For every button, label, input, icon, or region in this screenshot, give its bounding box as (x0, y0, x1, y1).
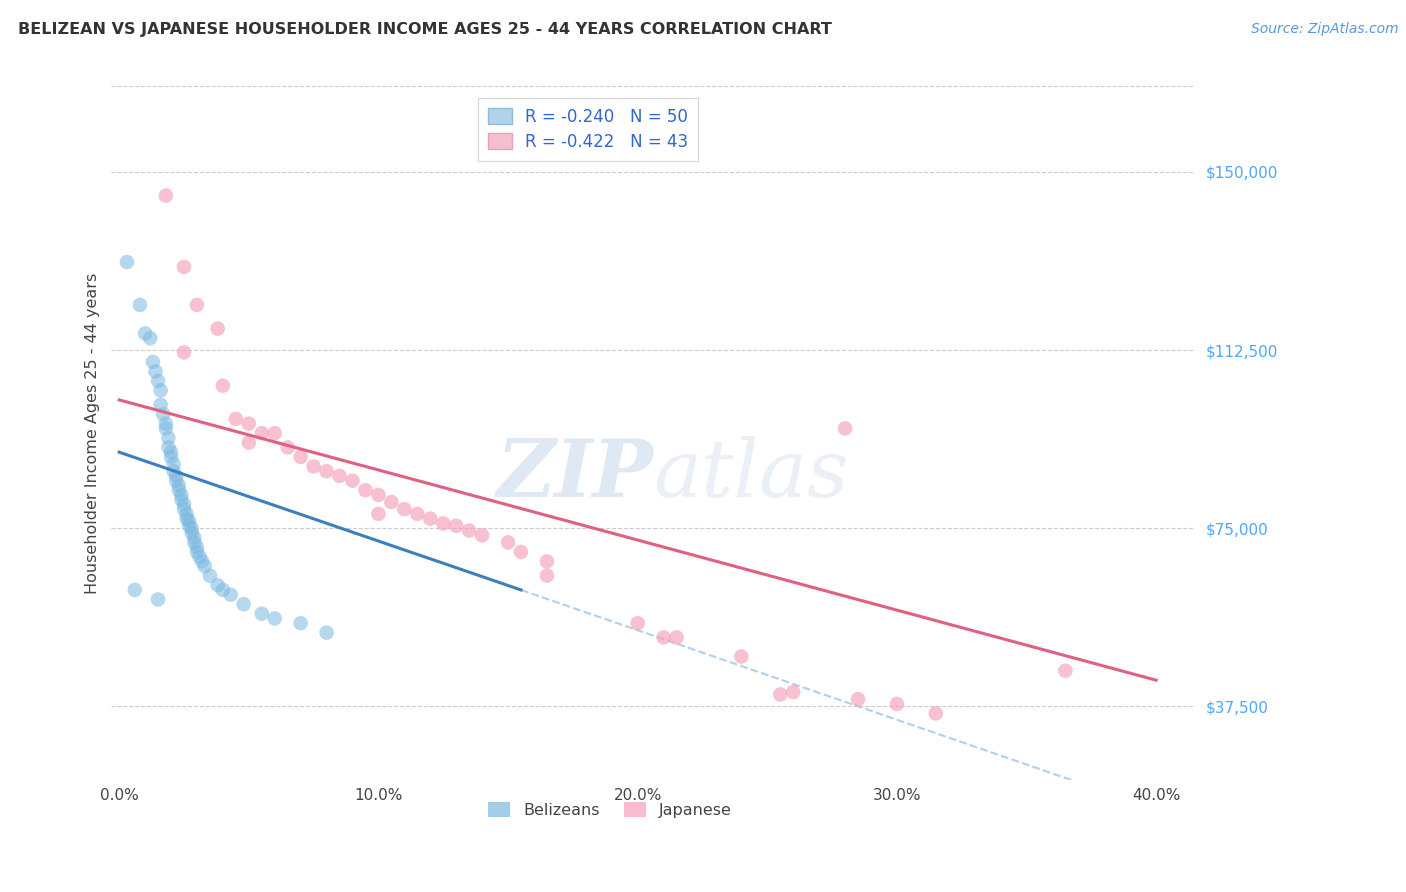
Point (165, 474, 187, 488)
Point (173, 497, 195, 511)
Point (394, 502, 416, 516)
Point (134, 326, 156, 341)
Point (183, 535, 205, 549)
Point (225, 412, 247, 426)
Point (627, 616, 650, 631)
Point (250, 607, 273, 621)
Point (165, 469, 187, 483)
Point (167, 483, 190, 498)
Point (536, 554, 558, 568)
Point (315, 625, 337, 640)
Point (730, 649, 752, 664)
Point (162, 457, 184, 471)
Point (179, 518, 201, 533)
Text: ZIP: ZIP (496, 436, 654, 514)
Point (188, 549, 211, 564)
Point (238, 417, 260, 431)
Point (183, 531, 205, 545)
Point (180, 525, 202, 540)
Text: BELIZEAN VS JAPANESE HOUSEHOLDER INCOME AGES 25 - 44 YEARS CORRELATION CHART: BELIZEAN VS JAPANESE HOUSEHOLDER INCOME … (18, 22, 832, 37)
Point (238, 435, 260, 450)
Point (160, 445, 183, 459)
Point (419, 511, 441, 525)
Point (277, 441, 299, 455)
Point (167, 478, 190, 492)
Point (176, 507, 198, 521)
Point (652, 631, 675, 645)
Point (367, 507, 389, 521)
Point (157, 441, 180, 455)
Point (219, 588, 242, 602)
Point (510, 545, 533, 559)
Point (444, 518, 467, 533)
Point (146, 374, 169, 388)
Point (173, 260, 195, 274)
Point (834, 421, 856, 435)
Point (186, 545, 208, 559)
Point (155, 421, 177, 435)
Point (263, 611, 285, 625)
Point (925, 706, 948, 721)
Point (432, 516, 454, 531)
Point (886, 697, 908, 711)
Point (129, 298, 152, 312)
Point (782, 685, 804, 699)
Point (458, 524, 481, 538)
Point (536, 568, 558, 582)
Point (207, 321, 229, 335)
Point (212, 582, 235, 597)
Point (380, 495, 402, 509)
Point (155, 417, 177, 431)
Point (179, 514, 201, 528)
Point (207, 578, 229, 592)
Point (160, 450, 183, 464)
Point (186, 298, 208, 312)
Point (170, 492, 193, 507)
Point (157, 431, 180, 445)
Point (198, 568, 221, 582)
Point (162, 464, 184, 478)
Point (194, 559, 217, 574)
Point (315, 464, 337, 478)
Point (496, 535, 519, 549)
Point (354, 483, 377, 498)
Point (367, 488, 389, 502)
Point (170, 488, 193, 502)
Point (302, 459, 325, 474)
Point (250, 426, 273, 441)
Point (145, 364, 167, 378)
Point (149, 398, 172, 412)
Point (176, 511, 198, 525)
Point (846, 692, 869, 706)
Legend: Belizeans, Japanese: Belizeans, Japanese (482, 795, 738, 824)
Text: atlas: atlas (654, 436, 849, 514)
Point (139, 331, 162, 345)
Point (290, 450, 312, 464)
Point (186, 540, 208, 554)
Point (180, 521, 202, 535)
Point (149, 384, 172, 398)
Point (124, 582, 146, 597)
Point (173, 345, 195, 359)
Point (212, 378, 235, 392)
Text: Source: ZipAtlas.com: Source: ZipAtlas.com (1251, 22, 1399, 37)
Point (769, 688, 792, 702)
Point (263, 426, 285, 441)
Point (1054, 664, 1077, 678)
Point (665, 631, 688, 645)
Point (342, 474, 364, 488)
Point (173, 502, 195, 516)
Point (115, 255, 138, 269)
Point (152, 407, 174, 421)
Y-axis label: Householder Income Ages 25 - 44 years: Householder Income Ages 25 - 44 years (86, 273, 100, 594)
Point (155, 188, 177, 202)
Point (232, 597, 254, 611)
Point (142, 355, 165, 369)
Point (146, 592, 169, 607)
Point (328, 469, 350, 483)
Point (290, 616, 312, 631)
Point (471, 528, 494, 542)
Point (406, 507, 429, 521)
Point (191, 554, 214, 568)
